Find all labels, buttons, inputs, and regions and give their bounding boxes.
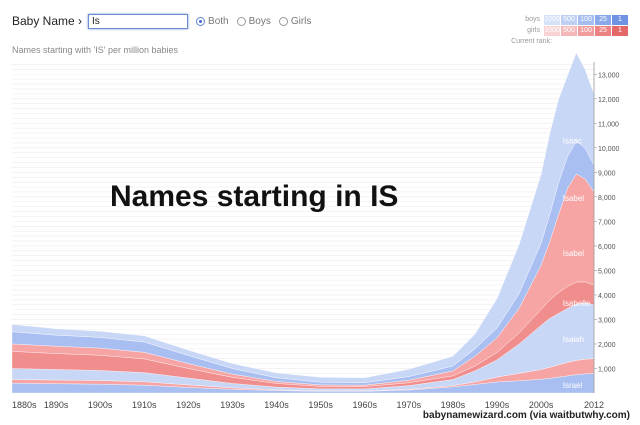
rank-girls-cell: 500 xyxy=(561,25,577,36)
y-tick-label: 9,000 xyxy=(598,170,616,177)
x-tick-label: 1920s xyxy=(176,400,201,410)
radio-girls-label[interactable]: Girls xyxy=(290,15,312,27)
y-tick-label: 12,000 xyxy=(598,97,620,104)
y-tick-label: 8,000 xyxy=(598,195,616,202)
x-tick-label: 1900s xyxy=(88,400,113,410)
x-tick-label: 1960s xyxy=(352,400,377,410)
x-tick-label: 1890s xyxy=(44,400,69,410)
radio-both-label[interactable]: Both xyxy=(208,15,229,27)
x-tick-label: 1910s xyxy=(132,400,157,410)
x-tick-label: 1940s xyxy=(264,400,289,410)
y-tick-label: 2,000 xyxy=(598,342,616,349)
radio-both-icon[interactable] xyxy=(196,16,206,26)
series-label: Isabel xyxy=(563,194,585,203)
rank-boys-cell: 500 xyxy=(561,14,577,25)
rank-legend: boys 1000 500 100 25 1 girls 1000 500 10… xyxy=(511,14,628,45)
rank-girls-label: girls xyxy=(527,27,540,34)
rank-boys-cell: 25 xyxy=(595,14,611,25)
radio-girls-icon[interactable] xyxy=(278,16,288,26)
y-tick-label: 10,000 xyxy=(598,146,620,153)
overlay-title: Names starting in IS xyxy=(110,180,399,213)
source-credit: babynamewizard.com (via waitbutwhy.com) xyxy=(422,410,630,421)
x-tick-label: 1930s xyxy=(220,400,245,410)
radio-boys[interactable]: Boys xyxy=(236,15,271,27)
name-search-input[interactable] xyxy=(88,13,189,29)
y-tick-label: 5,000 xyxy=(598,268,616,275)
radio-boys-icon[interactable] xyxy=(236,16,246,26)
series-label: Isabel xyxy=(563,249,585,258)
rank-boys-cell: 1 xyxy=(612,14,628,25)
chart-subtitle: Names starting with 'IS' per million bab… xyxy=(12,45,179,55)
gender-filter: Both Boys Girls xyxy=(196,16,311,27)
y-tick-label: 13,000 xyxy=(598,72,620,79)
x-tick-label: 1990s xyxy=(485,400,510,410)
series-label: Isaac xyxy=(563,136,582,145)
series-label: Isaiah xyxy=(563,335,584,344)
rank-row-girls: girls 1000 500 100 25 1 xyxy=(511,25,628,36)
y-tick-label: 1,000 xyxy=(598,366,616,373)
radio-girls[interactable]: Girls xyxy=(278,15,312,27)
rank-girls-cell: 100 xyxy=(578,25,594,36)
y-tick-label: 6,000 xyxy=(598,244,616,251)
current-rank-label: Current rank: xyxy=(511,38,552,45)
toolbar: Baby Name › Both Boys Girls xyxy=(12,12,311,30)
radio-both[interactable]: Both xyxy=(196,16,229,27)
x-tick-label: 2000s xyxy=(529,400,554,410)
y-tick-label: 4,000 xyxy=(598,293,616,300)
x-tick-label: 1950s xyxy=(308,400,333,410)
y-tick-label: 3,000 xyxy=(598,317,616,324)
rank-boys-cell: 1000 xyxy=(544,14,560,25)
series-label: Israel xyxy=(563,381,583,390)
rank-girls-cell: 1 xyxy=(612,25,628,36)
rank-girls-cell: 1000 xyxy=(544,25,560,36)
x-tick-label: 2012 xyxy=(584,400,604,410)
rank-boys-cell: 100 xyxy=(578,14,594,25)
x-tick-label: 1980s xyxy=(441,400,466,410)
rank-girls-cell: 25 xyxy=(595,25,611,36)
rank-row-boys: boys 1000 500 100 25 1 xyxy=(511,14,628,25)
y-tick-label: 7,000 xyxy=(598,219,616,226)
series-label: Isabelle xyxy=(563,299,591,308)
baby-name-label: Baby Name › xyxy=(12,14,83,28)
radio-boys-label[interactable]: Boys xyxy=(248,15,271,27)
x-tick-label: 1970s xyxy=(397,400,422,410)
rank-boys-label: boys xyxy=(525,16,540,23)
y-tick-label: 11,000 xyxy=(598,121,619,128)
x-tick-label: 1880s xyxy=(12,400,37,410)
